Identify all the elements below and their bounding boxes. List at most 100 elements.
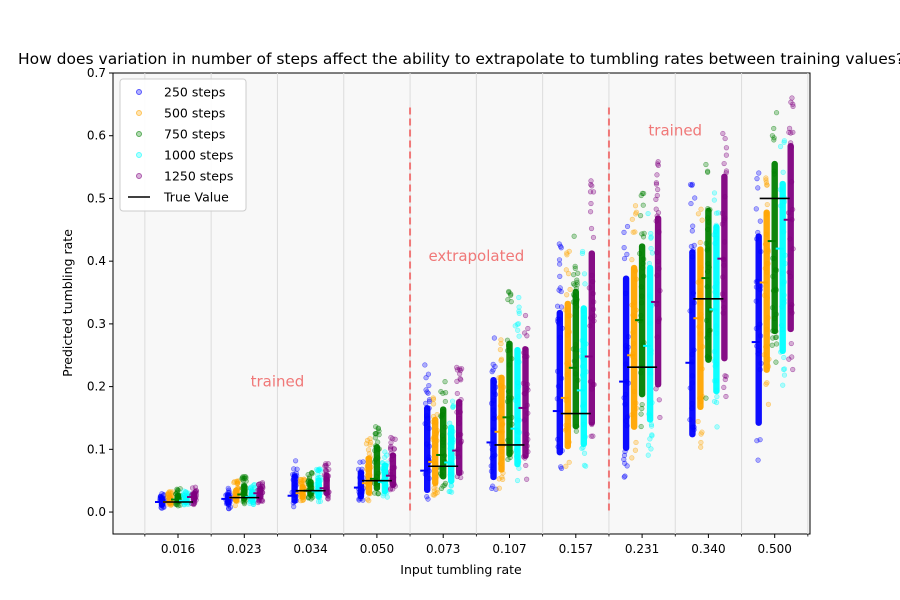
- data-point: [703, 161, 709, 168]
- data-point: [366, 491, 372, 497]
- data-point: [689, 182, 695, 189]
- data-point: [653, 181, 660, 187]
- data-point: [430, 492, 436, 498]
- data-point: [323, 462, 329, 468]
- data-point: [458, 396, 464, 403]
- data-point: [590, 189, 597, 195]
- data-point: [711, 378, 718, 384]
- data-point: [447, 420, 453, 426]
- data-point: [697, 300, 703, 306]
- data-point: [512, 397, 519, 404]
- data-point: [454, 367, 460, 373]
- data-point: [629, 216, 635, 222]
- data-point: [392, 436, 398, 442]
- data-point: [637, 213, 644, 219]
- data-point: [191, 500, 197, 507]
- data-point: [714, 394, 720, 400]
- data-point: [649, 250, 655, 256]
- data-point: [508, 449, 514, 455]
- data-point: [558, 304, 565, 310]
- data-point: [450, 404, 456, 410]
- data-point: [458, 440, 464, 446]
- data-point: [705, 206, 711, 212]
- data-point: [699, 366, 705, 372]
- data-point: [769, 133, 776, 139]
- data-point: [655, 162, 661, 169]
- data-cluster: [498, 374, 505, 473]
- data-point: [697, 239, 703, 246]
- data-point: [498, 337, 504, 343]
- data-cluster: [622, 275, 630, 451]
- data-point: [789, 179, 795, 185]
- data-point: [633, 211, 639, 217]
- data-point: [621, 229, 627, 235]
- data-point: [579, 363, 586, 369]
- data-point: [514, 437, 521, 443]
- data-point: [649, 400, 655, 406]
- data-point: [516, 333, 522, 339]
- data-point: [770, 288, 777, 294]
- data-point: [564, 292, 570, 298]
- data-point: [357, 474, 363, 481]
- data-point: [566, 459, 572, 465]
- data-point: [704, 334, 710, 341]
- data-point: [525, 410, 531, 416]
- data-point: [786, 356, 792, 362]
- data-point: [509, 421, 515, 427]
- data-cluster: [763, 209, 770, 373]
- data-point: [690, 290, 697, 296]
- data-point: [158, 495, 165, 502]
- data-point: [505, 437, 511, 443]
- legend-box: [119, 78, 247, 212]
- x-axis-label: Input tumbling rate: [400, 562, 522, 577]
- data-point: [754, 176, 760, 182]
- data-point: [425, 415, 431, 421]
- data-point: [781, 229, 787, 235]
- data-point: [629, 412, 635, 418]
- data-point: [516, 383, 522, 390]
- data-point: [624, 347, 630, 353]
- series-500-steps: [165, 175, 772, 509]
- data-point: [648, 371, 654, 377]
- data-point: [691, 347, 697, 353]
- data-point: [430, 401, 437, 407]
- data-point: [515, 394, 521, 400]
- data-point: [632, 203, 639, 209]
- data-point: [754, 236, 760, 242]
- data-point: [260, 485, 266, 491]
- data-point: [713, 323, 719, 329]
- data-point: [563, 463, 569, 469]
- data-point: [757, 218, 763, 224]
- data-point: [298, 498, 304, 504]
- data-point: [384, 460, 390, 466]
- data-cluster: [787, 142, 794, 333]
- data-point: [363, 441, 370, 447]
- data-point: [579, 337, 585, 344]
- legend-label: 250 steps: [164, 85, 225, 100]
- data-point: [589, 272, 595, 278]
- data-point: [459, 366, 465, 372]
- data-point: [522, 312, 529, 319]
- data-point: [497, 347, 503, 353]
- data-point: [637, 250, 643, 257]
- data-point: [375, 426, 381, 432]
- data-point: [426, 405, 432, 411]
- data-point: [624, 223, 631, 230]
- data-point: [769, 305, 776, 311]
- data-point: [779, 326, 785, 333]
- data-point: [423, 400, 429, 406]
- data-point: [489, 446, 495, 453]
- data-point: [257, 484, 263, 490]
- legend-label: 1000 steps: [164, 148, 233, 163]
- data-point: [587, 323, 593, 329]
- data-point: [697, 331, 704, 337]
- data-point: [496, 485, 502, 491]
- data-point: [564, 252, 570, 258]
- data-point: [706, 330, 712, 336]
- data-point: [438, 414, 444, 420]
- series-1000-steps: [180, 138, 788, 508]
- data-point: [505, 296, 511, 303]
- data-point: [590, 306, 597, 312]
- data-point: [789, 95, 795, 101]
